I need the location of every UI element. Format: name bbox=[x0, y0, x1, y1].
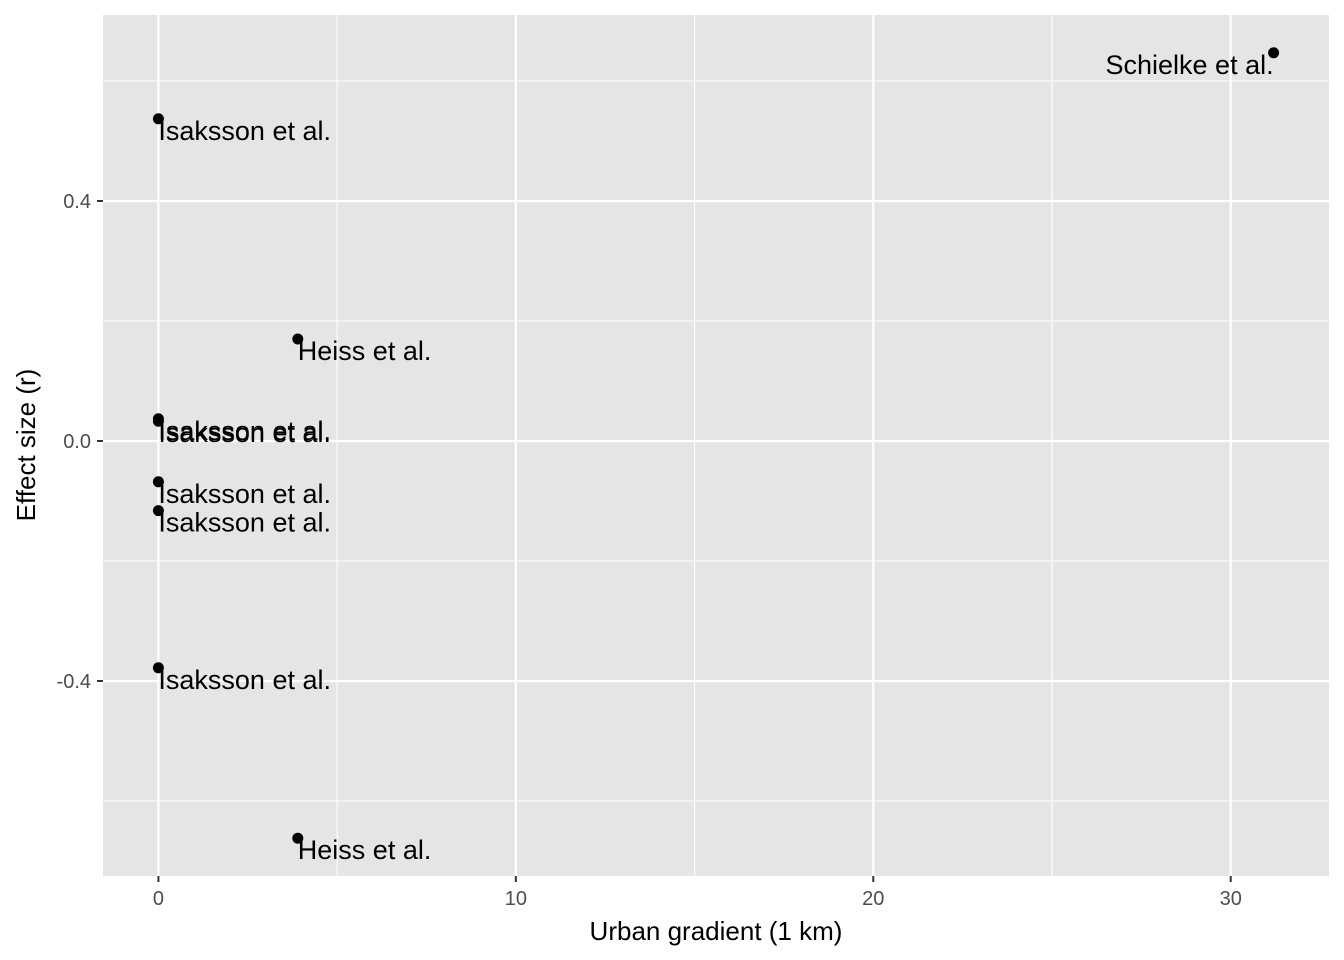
minor-gridlines bbox=[103, 15, 1329, 876]
x-tick-label: 30 bbox=[1220, 888, 1242, 910]
x-axis-title: Urban gradient (1 km) bbox=[590, 916, 843, 946]
point-label: Heiss et al. bbox=[298, 336, 432, 366]
point-label: Isaksson et al. bbox=[158, 479, 331, 509]
data-point bbox=[1268, 47, 1280, 59]
point-label: Isaksson et al. bbox=[158, 416, 331, 446]
x-tick-label: 20 bbox=[862, 888, 884, 910]
data-point bbox=[292, 832, 304, 844]
x-tick-label: 10 bbox=[505, 888, 527, 910]
data-point bbox=[152, 505, 164, 517]
y-tick-label: -0.4 bbox=[57, 671, 91, 693]
plot-panel bbox=[103, 15, 1329, 876]
axis-ticks bbox=[97, 200, 1232, 882]
point-label: Isaksson et al. bbox=[158, 116, 331, 146]
point-label: Schielke et al. bbox=[1106, 50, 1274, 80]
y-tick-label: 0.4 bbox=[63, 191, 91, 213]
data-point bbox=[152, 476, 164, 488]
data-point bbox=[292, 333, 304, 345]
tick-labels: 0 10 20 30 -0.4 0.0 0.4 bbox=[57, 191, 1242, 910]
data-points bbox=[152, 47, 1280, 844]
y-tick-label: 0.0 bbox=[63, 431, 91, 453]
x-tick-label: 0 bbox=[153, 888, 164, 910]
data-point bbox=[152, 113, 164, 125]
point-labels: Isaksson et al. Schielke et al. Heiss et a… bbox=[158, 50, 1273, 865]
point-label: Heiss et al. bbox=[298, 835, 432, 865]
point-label: Isaksson et al. bbox=[158, 418, 331, 448]
data-point bbox=[152, 415, 164, 427]
point-label: Isaksson et al. bbox=[158, 508, 331, 538]
data-point bbox=[152, 662, 164, 674]
point-label: Isaksson et al. bbox=[158, 665, 331, 695]
major-gridlines bbox=[103, 15, 1329, 876]
y-axis-title: Effect size (r) bbox=[11, 369, 41, 522]
